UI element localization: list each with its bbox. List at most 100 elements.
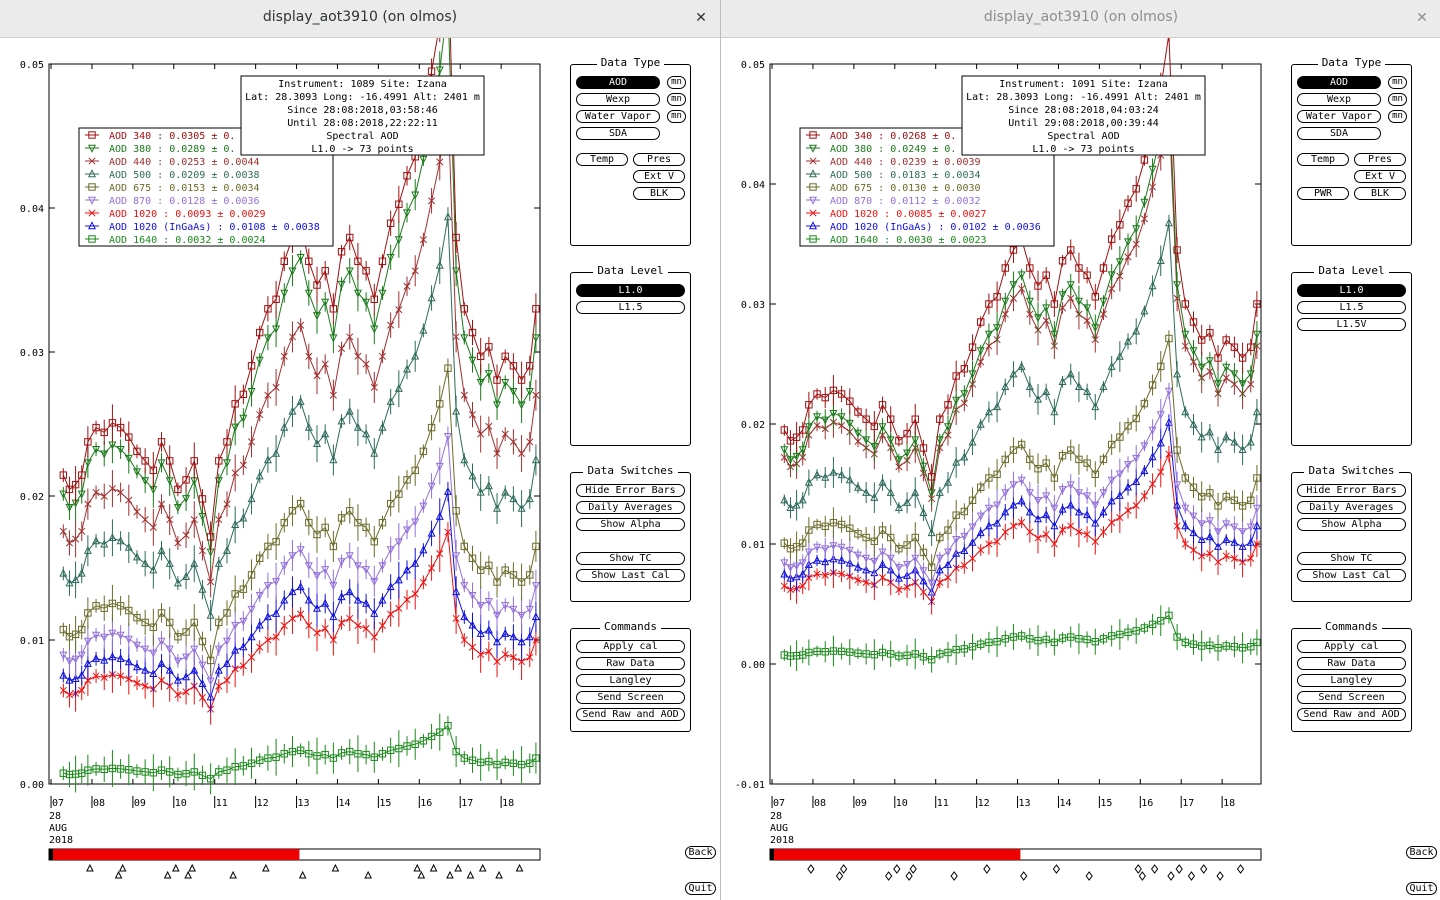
wexp-button[interactable]: Wexp [576, 93, 660, 106]
data-point [247, 571, 256, 579]
daily-averages-button[interactable]: Daily Averages [1297, 501, 1406, 514]
data-point [460, 455, 469, 464]
data-point [92, 765, 100, 773]
x-tick-label: 07 [773, 798, 785, 809]
level-l1-5v-button[interactable]: L1.5V [1297, 318, 1406, 331]
data-point [1083, 271, 1091, 279]
data-point [165, 665, 174, 674]
data-point [531, 612, 540, 621]
ext-v-button[interactable]: Ext V [1354, 170, 1406, 183]
pres-button[interactable]: Pres [1354, 153, 1406, 166]
apply-cal-button[interactable]: Apply cal [1297, 640, 1406, 653]
data-point [411, 267, 419, 275]
aod-mn-button[interactable]: mn [667, 76, 686, 89]
water-vapor-mn-button[interactable]: mn [667, 110, 686, 123]
blk-button[interactable]: BLK [1354, 187, 1406, 200]
timeline-mark [229, 870, 237, 879]
aod-button[interactable]: AOD [1297, 76, 1381, 89]
data-point [386, 254, 395, 263]
aod-button[interactable]: AOD [576, 76, 660, 89]
raw-data-button[interactable]: Raw Data [576, 657, 685, 670]
data-point [976, 347, 985, 356]
data-point [1247, 343, 1255, 351]
pres-button[interactable]: Pres [633, 153, 685, 166]
water-vapor-mn-button[interactable]: mn [1388, 110, 1407, 123]
temp-button[interactable]: Temp [576, 153, 628, 166]
data-point [1042, 317, 1050, 325]
data-point [182, 571, 191, 580]
water-vapor-button[interactable]: Water Vapor [576, 110, 660, 123]
hide-error-bars-button[interactable]: Hide Error Bars [1297, 484, 1406, 497]
show-alpha-button[interactable]: Show Alpha [576, 518, 685, 531]
blk-button[interactable]: BLK [633, 187, 685, 200]
show-last-cal-button[interactable]: Show Last Cal [1297, 569, 1406, 582]
commands-panel: Commands [1291, 620, 1412, 732]
sda-button[interactable]: SDA [1297, 127, 1381, 140]
send-raw-and-aod-button[interactable]: Send Raw and AOD [576, 708, 685, 721]
send-screen-button[interactable]: Send Screen [576, 691, 685, 704]
timeline-mark [1236, 864, 1245, 874]
level-l1-0-button[interactable]: L1.0 [1297, 284, 1406, 297]
data-point [1214, 528, 1223, 537]
data-point [133, 447, 141, 456]
data-point [1042, 635, 1050, 644]
titlebar[interactable]: display_aot3910 (on olmos) ✕ [721, 0, 1440, 38]
data-point [1124, 422, 1132, 430]
wexp-mn-button[interactable]: mn [1388, 93, 1407, 106]
langley-button[interactable]: Langley [576, 674, 685, 687]
data-point [133, 679, 141, 687]
sda-button[interactable]: SDA [576, 127, 660, 140]
data-point [1034, 465, 1042, 473]
show-tc-button[interactable]: Show TC [1297, 552, 1406, 565]
langley-button[interactable]: Langley [1297, 674, 1406, 687]
pwr-button[interactable]: PWR [1297, 187, 1349, 200]
data-point [239, 585, 248, 593]
raw-data-button[interactable]: Raw Data [1297, 657, 1406, 670]
data-point [354, 750, 362, 758]
back-button[interactable]: Back [685, 846, 716, 859]
data-point [305, 352, 313, 360]
data-point [1222, 432, 1231, 441]
water-vapor-button[interactable]: Water Vapor [1297, 110, 1381, 123]
quit-button[interactable]: Quit [685, 882, 716, 895]
temp-button[interactable]: Temp [1297, 153, 1349, 166]
data-point [231, 621, 240, 630]
data-point [436, 158, 444, 166]
titlebar[interactable]: display_aot3910 (on olmos) ✕ [0, 0, 720, 38]
data-point [337, 248, 346, 256]
show-tc-button[interactable]: Show TC [576, 552, 685, 565]
timeline-mark [1052, 864, 1061, 874]
data-point [1230, 523, 1239, 532]
y-tick-label: 0.04 [20, 204, 44, 215]
data-point [1099, 528, 1108, 536]
data-point [65, 504, 74, 513]
data-point [59, 651, 68, 660]
show-last-cal-button[interactable]: Show Last Cal [576, 569, 685, 582]
data-point [1173, 281, 1182, 290]
close-icon[interactable]: ✕ [695, 10, 707, 26]
data-point [386, 546, 395, 555]
apply-cal-button[interactable]: Apply cal [576, 640, 685, 653]
back-button[interactable]: Back [1406, 846, 1437, 859]
data-point [1148, 381, 1157, 389]
data-point [870, 537, 879, 545]
level-l1-5-button[interactable]: L1.5 [576, 301, 685, 314]
data-point [83, 637, 92, 646]
level-l1-0-button[interactable]: L1.0 [576, 284, 685, 297]
data-point [813, 413, 822, 422]
data-point [1238, 528, 1247, 537]
daily-averages-button[interactable]: Daily Averages [576, 501, 685, 514]
series-6 [59, 522, 540, 725]
ext-v-button[interactable]: Ext V [633, 170, 685, 183]
wexp-mn-button[interactable]: mn [667, 93, 686, 106]
send-raw-and-aod-button[interactable]: Send Raw and AOD [1297, 708, 1406, 721]
send-screen-button[interactable]: Send Screen [1297, 691, 1406, 704]
wexp-button[interactable]: Wexp [1297, 93, 1381, 106]
quit-button[interactable]: Quit [1406, 882, 1437, 895]
close-icon[interactable]: ✕ [1416, 10, 1428, 26]
aod-mn-button[interactable]: mn [1388, 76, 1407, 89]
show-alpha-button[interactable]: Show Alpha [1297, 518, 1406, 531]
level-l1-5-button[interactable]: L1.5 [1297, 301, 1406, 314]
hide-error-bars-button[interactable]: Hide Error Bars [576, 484, 685, 497]
data-point [345, 267, 354, 276]
